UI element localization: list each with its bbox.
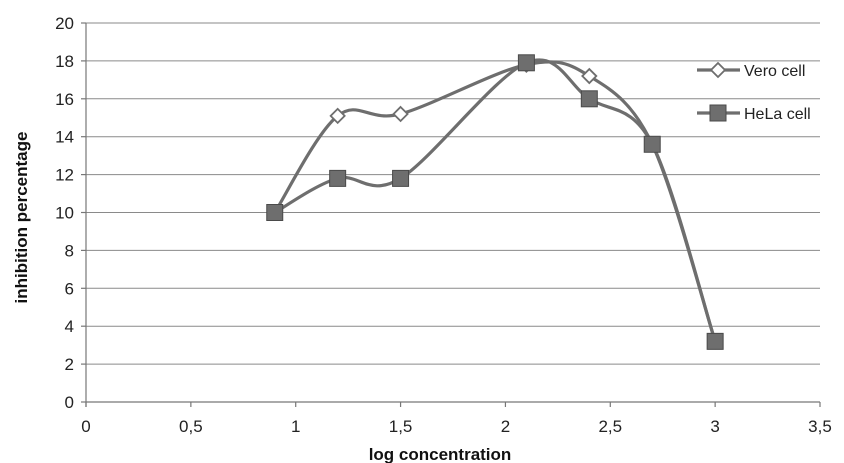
x-tick-label: 2,5 — [598, 417, 622, 436]
y-tick-label: 0 — [65, 393, 74, 412]
x-tick-label: 0 — [81, 417, 90, 436]
grid-layer — [86, 22, 820, 403]
data-point-hela-cell — [329, 169, 347, 187]
y-tick-label: 2 — [65, 355, 74, 374]
data-point-hela-cell — [266, 204, 284, 221]
legend-marker-hela-cell — [709, 104, 727, 122]
x-tick-label: 0,5 — [179, 417, 203, 436]
y-tick-label: 12 — [55, 166, 74, 185]
y-tick-label: 20 — [55, 14, 74, 33]
data-point-hela-cell — [517, 54, 535, 72]
legend-label-vero-cell: Vero cell — [744, 63, 805, 80]
data-point-vero-cell — [329, 107, 346, 125]
y-tick-label: 14 — [55, 128, 74, 147]
data-point-hela-cell — [643, 135, 661, 153]
legend-marker-vero-cell — [709, 61, 727, 79]
data-point-hela-cell — [706, 332, 724, 350]
y-axis-title: inhibition percentage — [12, 132, 31, 304]
y-tick-label: 18 — [55, 52, 74, 71]
axis-layer: 0 2 4 6 8 10 12 14 16 18 20 0 0,5 1 1,5 2 2,5 3 3,5 — [55, 14, 832, 436]
y-tick-label: 10 — [55, 204, 74, 223]
y-tick-label: 6 — [65, 279, 74, 298]
data-point-hela-cell — [392, 169, 410, 187]
data-point-vero-cell — [392, 105, 409, 123]
x-tick-label: 1,5 — [389, 417, 413, 436]
series-layer — [266, 54, 724, 350]
series-line-hela-cell — [273, 58, 717, 343]
y-tick-label: 8 — [65, 241, 74, 260]
y-tick-label: 4 — [65, 317, 74, 336]
x-tick-label: 2 — [501, 417, 510, 436]
y-tick-label: 16 — [55, 90, 74, 109]
series-line-vero-cell — [273, 60, 717, 343]
legend: Vero cell HeLa cell — [697, 61, 811, 123]
x-axis-title: log concentration — [369, 445, 512, 463]
x-tick-label: 1 — [291, 417, 300, 436]
data-point-vero-cell — [581, 67, 598, 85]
x-tick-label: 3,5 — [808, 417, 832, 436]
legend-label-hela-cell: HeLa cell — [744, 106, 811, 123]
data-point-hela-cell — [580, 90, 598, 108]
x-tick-label: 3 — [710, 417, 719, 436]
